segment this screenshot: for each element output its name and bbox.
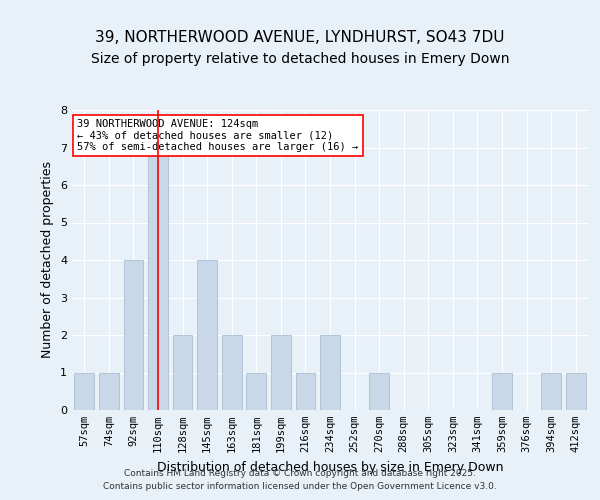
Text: Contains public sector information licensed under the Open Government Licence v3: Contains public sector information licen… — [103, 482, 497, 491]
X-axis label: Distribution of detached houses by size in Emery Down: Distribution of detached houses by size … — [157, 460, 503, 473]
Bar — [271, 335, 290, 410]
Text: Size of property relative to detached houses in Emery Down: Size of property relative to detached ho… — [91, 52, 509, 66]
Bar — [247, 372, 266, 410]
Bar — [99, 372, 119, 410]
Bar — [320, 335, 340, 410]
Bar — [74, 372, 94, 410]
Bar — [222, 335, 242, 410]
Bar — [124, 260, 143, 410]
Bar — [296, 372, 315, 410]
Bar — [492, 372, 512, 410]
Y-axis label: Number of detached properties: Number of detached properties — [41, 162, 55, 358]
Text: 39, NORTHERWOOD AVENUE, LYNDHURST, SO43 7DU: 39, NORTHERWOOD AVENUE, LYNDHURST, SO43 … — [95, 30, 505, 45]
Bar — [148, 148, 168, 410]
Text: 39 NORTHERWOOD AVENUE: 124sqm
← 43% of detached houses are smaller (12)
57% of s: 39 NORTHERWOOD AVENUE: 124sqm ← 43% of d… — [77, 119, 358, 152]
Bar — [566, 372, 586, 410]
Bar — [370, 372, 389, 410]
Bar — [541, 372, 561, 410]
Bar — [197, 260, 217, 410]
Text: Contains HM Land Registry data © Crown copyright and database right 2025.: Contains HM Land Registry data © Crown c… — [124, 468, 476, 477]
Bar — [173, 335, 193, 410]
